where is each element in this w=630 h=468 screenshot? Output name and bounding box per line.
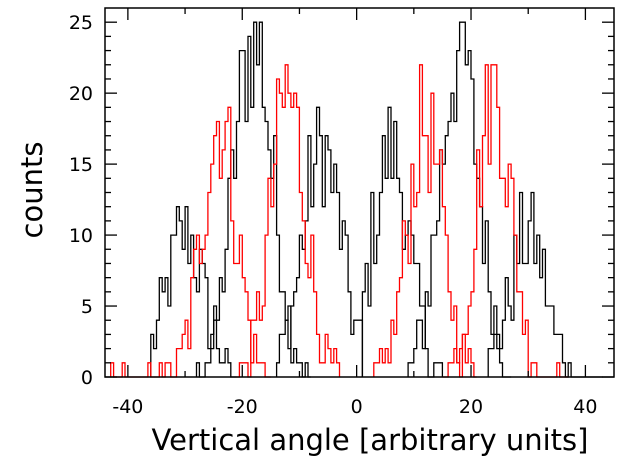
x-tick-label: -40 <box>112 396 143 418</box>
y-tick-label: 0 <box>81 367 93 389</box>
histogram-series-5 <box>407 21 512 378</box>
x-tick-label: -20 <box>227 396 258 418</box>
axes: -40 -20 0 20 40 0 5 10 15 20 25 <box>69 7 615 418</box>
x-axis-title: Vertical angle [arbitrary units] <box>152 423 589 457</box>
x-tick-label: 40 <box>573 396 597 418</box>
histogram-series-10 <box>442 64 569 378</box>
histogram-series-1 <box>150 206 237 378</box>
y-tick-label: 20 <box>69 83 93 105</box>
histogram-series-4 <box>361 106 444 378</box>
series-layer <box>110 21 603 378</box>
y-tick-label: 25 <box>69 12 93 34</box>
y-axis-title: counts <box>15 142 49 239</box>
plot-frame <box>104 7 615 378</box>
x-tick-label: 0 <box>351 396 363 418</box>
y-tick-label: 15 <box>69 154 93 176</box>
histogram-series-9 <box>373 64 477 378</box>
histogram-series-2 <box>195 21 311 378</box>
y-tick-label: 10 <box>69 225 93 247</box>
x-tick-label: 20 <box>459 396 483 418</box>
histogram-series-3 <box>275 106 364 377</box>
histogram-series-8 <box>236 64 341 378</box>
histogram-series-6 <box>487 191 603 378</box>
y-tick-label: 5 <box>81 296 93 318</box>
